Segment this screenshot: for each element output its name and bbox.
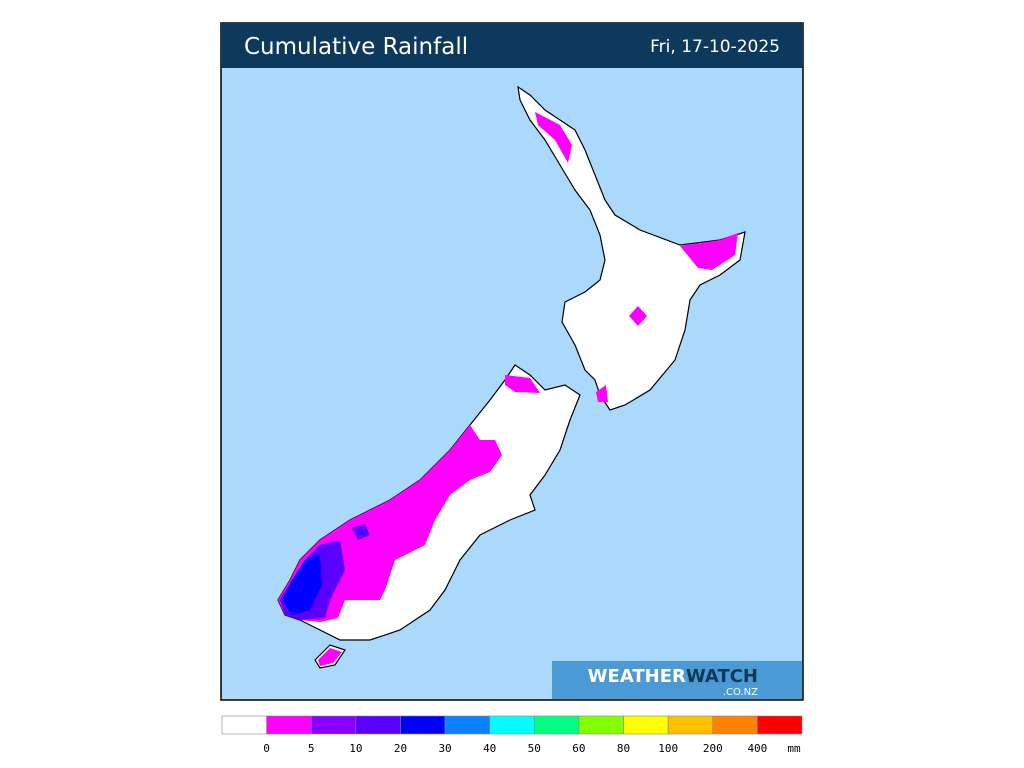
title: Cumulative Rainfall bbox=[244, 34, 468, 60]
legend-swatch bbox=[400, 715, 446, 735]
logo: WEATHERWATCH bbox=[588, 666, 758, 687]
logo-word: WEATHER bbox=[588, 666, 686, 687]
rain-area bbox=[352, 524, 370, 540]
legend-swatch bbox=[667, 715, 714, 735]
legend-label: 40 bbox=[483, 742, 496, 755]
rain-area bbox=[282, 555, 322, 615]
legend-swatch bbox=[355, 715, 401, 735]
legend-swatch bbox=[534, 715, 580, 735]
legend-swatch bbox=[444, 715, 490, 735]
legend-swatch bbox=[489, 715, 535, 735]
north-island bbox=[517, 85, 746, 411]
legend-label: 30 bbox=[438, 742, 451, 755]
legend-label: 200 bbox=[703, 742, 723, 755]
rain-area bbox=[680, 233, 738, 270]
legend-label: 5 bbox=[308, 742, 315, 755]
legend-label: 80 bbox=[617, 742, 630, 755]
logo-word: WATCH bbox=[686, 666, 758, 687]
map bbox=[277, 85, 746, 669]
rain-area bbox=[318, 648, 342, 666]
header-bar bbox=[221, 23, 803, 68]
logo-domain: .CO.NZ bbox=[723, 687, 758, 698]
legend-swatch bbox=[221, 715, 267, 735]
date: Fri, 17-10-2025 bbox=[650, 37, 780, 57]
legend-swatch bbox=[578, 715, 624, 735]
legend-label: 10 bbox=[349, 742, 362, 755]
legend-swatch bbox=[266, 715, 312, 735]
legend-swatch bbox=[310, 715, 357, 735]
logo-box bbox=[552, 661, 802, 699]
legend-swatch bbox=[623, 715, 669, 735]
rain-area bbox=[596, 385, 608, 402]
legend-label: 50 bbox=[528, 742, 541, 755]
legend-swatch bbox=[712, 715, 758, 735]
rain-area bbox=[505, 375, 540, 393]
legend-label: 0 bbox=[263, 742, 270, 755]
legend-unit: mm bbox=[787, 742, 801, 755]
legend: 0 5 10 20 30 40 50 60 80 100 200 400 mm bbox=[221, 715, 803, 755]
legend-label: 400 bbox=[747, 742, 767, 755]
rain-area bbox=[629, 306, 647, 326]
rain-area bbox=[535, 112, 572, 163]
legend-label: 60 bbox=[572, 742, 585, 755]
legend-label: 100 bbox=[658, 742, 678, 755]
legend-swatch bbox=[757, 715, 803, 735]
legend-label: 20 bbox=[394, 742, 407, 755]
